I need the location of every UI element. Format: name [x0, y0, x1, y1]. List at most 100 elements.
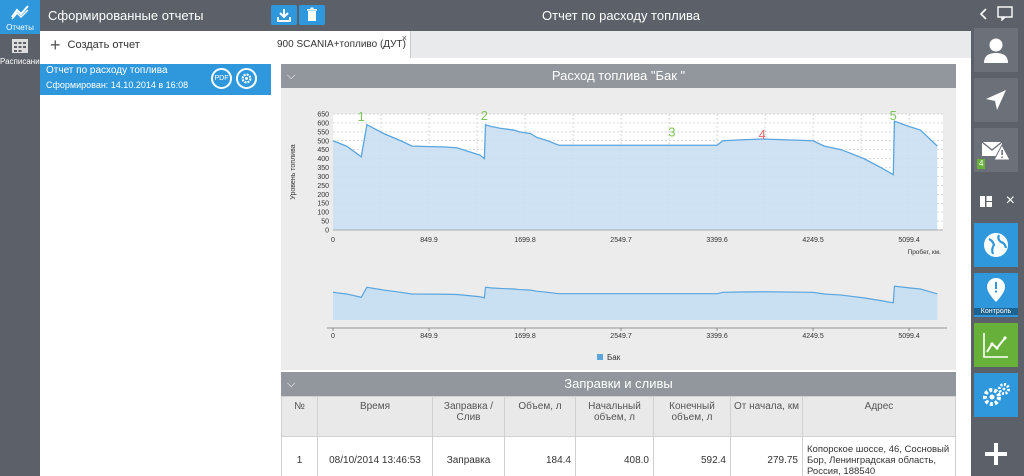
main-header: Отчет по расходу топлива: [271, 0, 971, 31]
navigator-area: [333, 286, 938, 320]
cell-time: 08/10/2014 13:46:53: [317, 436, 433, 476]
cell-end-volume: 592.4: [653, 436, 731, 476]
reports-chart-button[interactable]: [974, 323, 1018, 367]
mail-alert-icon: [981, 141, 1011, 161]
x-axis-label: Пробег, км.: [908, 248, 942, 256]
event-marker: 2: [481, 108, 488, 123]
y-tick-label: 150: [317, 201, 329, 208]
fuel-consumption-section: ⌵ Расход топлива "Бак " 0 50 100 150 200 250 3…: [281, 64, 956, 370]
cell-type: Заправка: [432, 436, 505, 476]
table-row[interactable]: 1 08/10/2014 13:46:53 Заправка 184.4 408…: [281, 436, 956, 476]
y-tick-label: 450: [317, 147, 329, 154]
x-tick-label: 5099.4: [898, 237, 920, 244]
right-tool-bar: 4 × Контроль: [971, 0, 1024, 476]
navigator-x-tick-label: 849.9: [420, 333, 438, 340]
chart-line-icon: [11, 5, 29, 20]
report-content: ⌵ Расход топлива "Бак " 0 50 100 150 200 250 3…: [271, 58, 971, 476]
layout-icon[interactable]: [979, 195, 993, 208]
report-tabs: 900 SCANIA+топливо (ДУТ) ×: [271, 31, 971, 58]
line-chart-icon: [983, 333, 1008, 358]
delete-button[interactable]: [299, 5, 325, 25]
x-tick-label: 3399.6: [706, 237, 728, 244]
map-pin-icon: [987, 278, 1005, 302]
report-generated-date: Сформирован: 14.10.2014 в 16:08: [46, 80, 189, 90]
globe-icon: [984, 233, 1008, 257]
close-panel-button[interactable]: ×: [1005, 192, 1015, 209]
navigator-x-tick-label: 2549.7: [610, 333, 632, 340]
report-name: Отчет по расходу топлива: [46, 65, 168, 76]
y-tick-label: 250: [317, 183, 329, 190]
trash-icon: [307, 7, 317, 21]
y-tick-label: 650: [317, 112, 329, 119]
gear-icon: [241, 73, 252, 84]
cell-start-volume: 408.0: [575, 436, 654, 476]
chat-icon[interactable]: [997, 6, 1013, 21]
notification-badge: 4: [977, 159, 986, 169]
pdf-label: PDF: [214, 75, 229, 82]
chevron-down-icon[interactable]: ⌵: [287, 70, 296, 82]
y-tick-label: 50: [321, 219, 329, 226]
add-button[interactable]: [974, 432, 1018, 476]
x-tick-label: 1699.8: [514, 237, 536, 244]
cell-volume: 184.4: [504, 436, 576, 476]
col-start-volume: Начальный объем, л: [575, 396, 654, 437]
navigation-button[interactable]: [974, 78, 1018, 122]
nav-item-reports[interactable]: Отчеты: [0, 0, 40, 34]
download-button[interactable]: [271, 5, 297, 25]
nav-item-schedule[interactable]: Расписание: [0, 34, 44, 68]
fuel-chart: 0501001502002503003504004505005506006500…: [290, 108, 947, 362]
series-line: [332, 120, 938, 176]
user-profile-button[interactable]: [974, 28, 1018, 72]
navigator-x-tick-label: 3399.6: [706, 333, 728, 340]
plus-icon: [985, 443, 1007, 465]
download-icon: [277, 9, 291, 22]
chevron-down-icon[interactable]: ⌵: [287, 378, 296, 390]
legend-label: Бак: [607, 353, 621, 362]
series-area: [333, 121, 938, 230]
tab-report-label: 900 SCANIA+топливо (ДУТ): [277, 39, 406, 50]
report-settings-button[interactable]: [236, 68, 257, 89]
notifications-button[interactable]: 4: [974, 128, 1018, 172]
fuel-chart-area: 0 50 100 150 200 250 300 350 400 450 500 550 600 650 0…: [281, 88, 956, 370]
tab-report[interactable]: 900 SCANIA+топливо (ДУТ) ×: [271, 31, 411, 58]
x-tick-label: 4249.5: [802, 237, 824, 244]
main-panel: Отчет по расходу топлива 900 SCANIA+топл…: [271, 0, 971, 476]
col-type: Заправка / Слив: [432, 396, 505, 437]
y-tick-label: 200: [317, 192, 329, 199]
y-tick-label: 300: [317, 174, 329, 181]
control-button[interactable]: Контроль: [974, 273, 1018, 317]
report-list-item[interactable]: Отчет по расходу топлива Сформирован: 14…: [40, 64, 271, 95]
tab-close-button[interactable]: ×: [401, 33, 407, 43]
create-report-button[interactable]: + Создать отчет: [40, 31, 271, 59]
y-tick-label: 400: [317, 156, 329, 163]
gears-icon: [983, 383, 1010, 406]
col-number: №: [281, 396, 318, 437]
table-header-row: № Время Заправка / Слив Объем, л Начальн…: [281, 396, 956, 437]
control-label: Контроль: [974, 308, 1018, 315]
page-title: Отчет по расходу топлива: [542, 8, 700, 23]
fuel-section-header[interactable]: ⌵ Расход топлива "Бак ": [281, 64, 956, 88]
navigator-x-tick-label: 1699.8: [514, 333, 536, 340]
col-address: Адрес: [802, 396, 956, 437]
create-report-label: Создать отчет: [67, 39, 140, 51]
pdf-export-button[interactable]: PDF: [211, 68, 232, 89]
reports-list-panel: Сформированные отчеты + Создать отчет От…: [40, 0, 271, 476]
y-tick-label: 0: [325, 228, 329, 235]
x-tick-label: 2549.7: [610, 237, 632, 244]
navigator-x-tick-label: 5099.4: [898, 333, 920, 340]
refuel-table: № Время Заправка / Слив Объем, л Начальн…: [281, 396, 956, 476]
chevron-left-icon[interactable]: [979, 8, 989, 20]
reports-list-title: Сформированные отчеты: [40, 0, 271, 31]
map-globe-button[interactable]: [974, 223, 1018, 267]
left-nav-bar: Отчеты Расписание: [0, 0, 44, 476]
event-marker: 4: [759, 127, 766, 142]
settings-button[interactable]: [974, 373, 1018, 417]
y-tick-label: 550: [317, 129, 329, 136]
plus-icon: +: [50, 35, 61, 55]
x-tick-label: 0: [331, 237, 335, 244]
x-tick-label: 849.9: [420, 237, 438, 244]
cell-number: 1: [281, 436, 318, 476]
refuel-section-header[interactable]: ⌵ Заправки и сливы: [281, 372, 956, 396]
y-tick-label: 350: [317, 165, 329, 172]
cell-address: Копорское шоссе, 46, Сосновый Бор, Ленин…: [802, 436, 956, 476]
